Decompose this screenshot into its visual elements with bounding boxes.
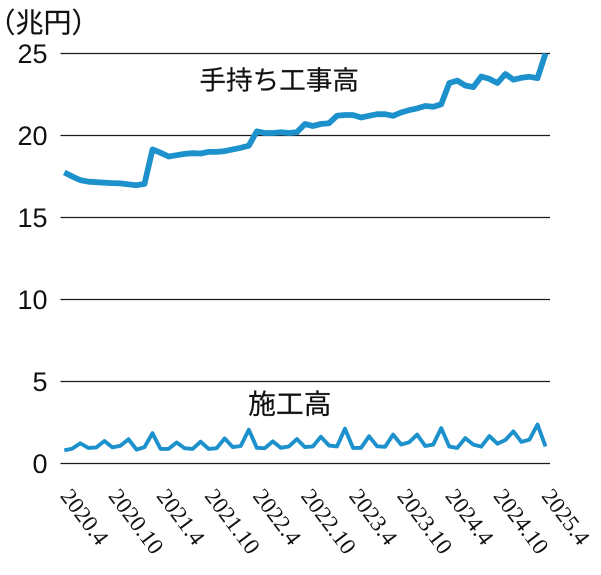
svg-text:10: 10 (17, 285, 47, 315)
svg-text:5: 5 (32, 367, 47, 397)
svg-text:20: 20 (17, 121, 47, 151)
svg-text:25: 25 (17, 39, 47, 69)
svg-text:0: 0 (32, 449, 47, 479)
svg-text:15: 15 (17, 203, 47, 233)
